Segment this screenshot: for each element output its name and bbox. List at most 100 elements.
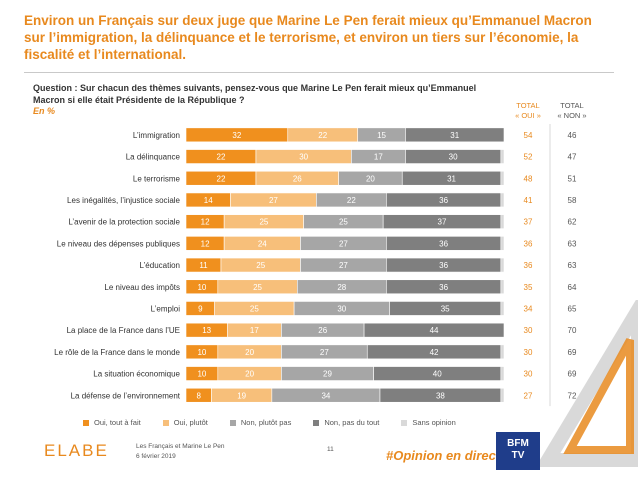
footer-source-title: Les Français et Marine Le Pen: [136, 443, 225, 450]
category-label: Le terrorisme: [133, 174, 181, 183]
bar-segment-non-pas-du-tout: [405, 127, 505, 143]
category-label: Les inégalités, l’injustice sociale: [67, 196, 181, 205]
question-text: Question : Sur chacun des thèmes suivant…: [33, 83, 477, 105]
total-non-header-line1: TOTAL: [560, 101, 584, 110]
header-divider: [24, 72, 614, 73]
total-non-value: 69: [568, 348, 577, 357]
bfmtv-logo: BFM TV: [496, 432, 540, 470]
total-oui-value: 36: [524, 239, 533, 248]
bar-value-non-plutot-pas: 30: [337, 304, 346, 313]
category-label: La délinquance: [126, 153, 181, 162]
total-non-value: 62: [568, 218, 577, 227]
bar-value-oui-plutot: 25: [259, 218, 268, 227]
total-oui-value: 30: [524, 348, 533, 357]
bfmtv-logo-line2: TV: [511, 450, 525, 461]
bar-value-non-pas-du-tout: 40: [433, 370, 442, 379]
total-non-value: 70: [568, 326, 577, 335]
total-non-value: 64: [568, 283, 577, 292]
bar-value-non-plutot-pas: 17: [374, 153, 383, 162]
bar-row: Le terrorisme 22 26 20 31 48 51: [133, 170, 577, 186]
legend-label-non-pas-du-tout: Non, pas du tout: [324, 418, 380, 427]
total-non-value: 63: [568, 239, 577, 248]
bar-value-oui-plutot: 27: [269, 196, 278, 205]
category-label: La situation économique: [93, 370, 180, 379]
bar-value-non-plutot-pas: 28: [337, 283, 346, 292]
unit-label: En %: [33, 106, 56, 116]
bar-value-oui-plutot: 20: [245, 348, 254, 357]
legend-swatch-oui-tout-a-fait: [83, 419, 89, 426]
total-non-value: 63: [568, 261, 577, 270]
bar-value-oui-tout-a-fait: 14: [204, 196, 213, 205]
legend-label-sans-opinion: Sans opinion: [412, 418, 456, 427]
total-non-value: 46: [568, 131, 577, 140]
bar-value-non-pas-du-tout: 31: [447, 174, 456, 183]
bar-value-non-pas-du-tout: 44: [430, 326, 439, 335]
legend-swatch-non-plutot-pas: [229, 419, 236, 426]
total-non-value: 47: [568, 153, 577, 162]
bar-value-oui-tout-a-fait: 10: [197, 283, 206, 292]
total-oui-header-line2: « OUI »: [515, 111, 541, 120]
total-oui-value: 48: [524, 174, 533, 183]
legend-label-non-plutot-pas: Non, plutôt pas: [240, 418, 292, 427]
category-label: Le niveau des dépenses publiques: [57, 239, 180, 248]
legend: Oui, tout à fait Oui, plutôt Non, plutôt…: [83, 418, 478, 427]
bar-value-non-pas-du-tout: 42: [430, 348, 439, 357]
category-label: Le niveau des impôts: [104, 283, 180, 292]
bar-value-non-plutot-pas: 20: [366, 174, 375, 183]
total-oui-header-line1: TOTAL: [516, 101, 540, 110]
total-non-value: 51: [568, 174, 577, 183]
bar-value-non-plutot-pas: 27: [320, 348, 329, 357]
bar-value-oui-plutot: 30: [299, 153, 308, 162]
category-label: L’avenir de la protection sociale: [68, 218, 180, 227]
headline: Environ un Français sur deux juge que Ma…: [24, 13, 592, 62]
bar-value-oui-plutot: 26: [293, 174, 302, 183]
bar-value-oui-tout-a-fait: 8: [196, 391, 201, 400]
page-number: 11: [327, 446, 334, 453]
total-oui-value: 30: [524, 326, 533, 335]
category-label: Le rôle de la France dans le monde: [54, 348, 180, 357]
bar-value-oui-tout-a-fait: 11: [199, 261, 208, 270]
bar-value-oui-tout-a-fait: 22: [217, 174, 226, 183]
total-oui-value: 36: [524, 261, 533, 270]
bfmtv-logo-line1: BFM: [507, 438, 529, 449]
decorative-triangle-icon: [540, 300, 638, 467]
category-label: La place de la France dans l’UE: [67, 326, 180, 335]
elabe-logo: ELABE: [44, 441, 109, 460]
bar-row: La délinquance 22 30 17 30 52 47: [126, 149, 577, 164]
bar-segment-sans-opinion: [500, 301, 505, 316]
total-oui-value: 54: [524, 131, 533, 140]
bar-value-oui-plutot: 24: [258, 239, 267, 248]
legend-swatch-non-pas-du-tout: [313, 419, 320, 426]
footer-source-date: 6 février 2019: [136, 453, 176, 460]
legend-item-non-pas-du-tout: Non, pas du tout: [313, 418, 379, 427]
legend-item-oui-tout-a-fait: Oui, tout à fait: [83, 418, 141, 427]
bar-value-non-pas-du-tout: 30: [449, 153, 458, 162]
bar-row: La place de la France dans l’UE 13 17 26 44 3…: [67, 322, 577, 338]
bar-value-oui-plutot: 17: [250, 326, 259, 335]
bar-segment-non-pas-du-tout: [363, 322, 505, 338]
bar-row: La situation économique 10 20 29 40 30 69: [93, 366, 577, 381]
bar-value-non-pas-du-tout: 38: [436, 391, 445, 400]
bar-value-non-pas-du-tout: 36: [439, 283, 448, 292]
bar-value-oui-plutot: 25: [253, 283, 262, 292]
legend-label-oui-tout-a-fait: Oui, tout à fait: [94, 418, 141, 427]
legend-swatch-sans-opinion: [401, 419, 408, 426]
bar-segment-sans-opinion: [500, 257, 505, 273]
bar-value-non-pas-du-tout: 36: [439, 239, 448, 248]
bar-value-oui-plutot: 19: [237, 391, 246, 400]
bar-value-non-plutot-pas: 34: [321, 391, 330, 400]
total-oui-header: TOTAL « OUI »: [508, 101, 548, 121]
bar-value-non-pas-du-tout: 36: [439, 261, 448, 270]
legend-swatch-oui-plutot: [162, 419, 169, 426]
bar-row: L’immigration 32 22 15 31 54 46: [133, 127, 577, 143]
bar-value-oui-tout-a-fait: 10: [197, 370, 206, 379]
bar-value-oui-tout-a-fait: 10: [197, 348, 206, 357]
total-non-value: 69: [568, 370, 577, 379]
bar-value-oui-tout-a-fait: 9: [198, 304, 203, 313]
bar-value-oui-tout-a-fait: 12: [201, 239, 210, 248]
bar-value-non-pas-du-tout: 31: [450, 131, 459, 140]
total-oui-value: 41: [524, 196, 533, 205]
total-non-value: 72: [568, 391, 577, 400]
bar-segment-sans-opinion: [500, 149, 505, 164]
